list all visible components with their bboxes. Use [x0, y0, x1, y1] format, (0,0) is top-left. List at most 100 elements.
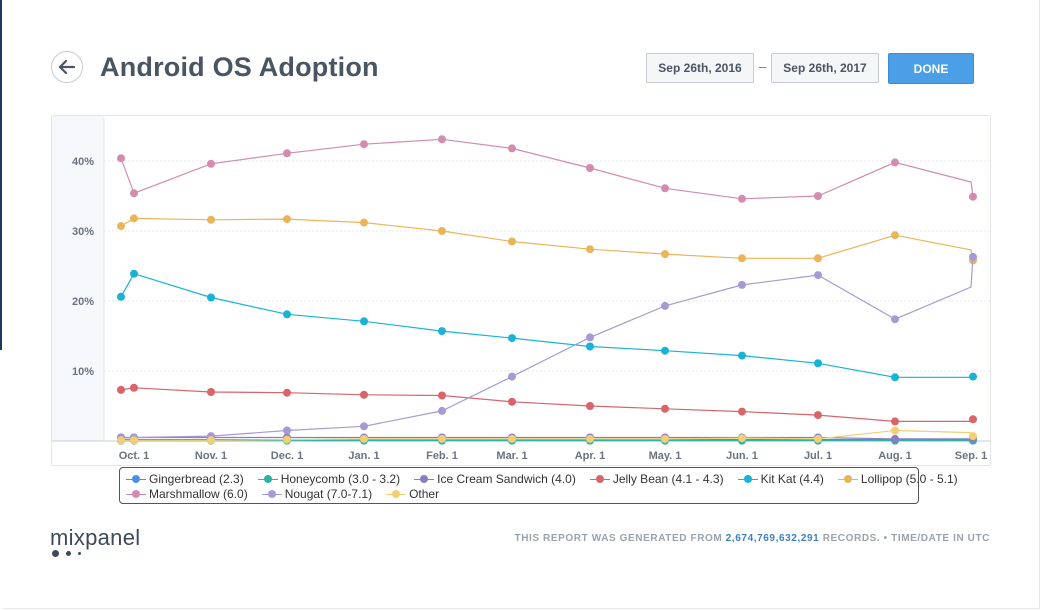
data-point: [891, 373, 899, 382]
back-button[interactable]: [51, 51, 83, 83]
data-point: [814, 254, 822, 263]
record-count: 2,674,769,632,291: [725, 533, 820, 544]
x-tick-label: Apr. 1: [575, 450, 606, 462]
done-button[interactable]: DONE: [888, 53, 974, 84]
y-axis-band: [52, 116, 104, 441]
data-point: [738, 434, 746, 443]
data-point: [738, 407, 746, 416]
data-point: [438, 391, 446, 400]
series-line: [121, 436, 973, 440]
legend-marker-icon: [414, 473, 435, 485]
data-point: [283, 149, 291, 158]
legend-marker-icon: [737, 473, 758, 485]
data-point: [283, 388, 291, 397]
data-point: [891, 434, 899, 443]
data-point: [814, 271, 822, 280]
data-point: [738, 351, 746, 360]
data-point: [117, 154, 125, 163]
end-date-button[interactable]: Sep 26th, 2017: [771, 53, 879, 83]
legend-marker-icon: [837, 473, 858, 485]
data-point: [586, 342, 594, 351]
x-tick-label: May. 1: [649, 450, 682, 462]
data-point: [508, 334, 516, 343]
logo-dots: [52, 550, 88, 557]
data-point: [360, 317, 368, 326]
data-point: [117, 436, 125, 445]
data-point: [283, 215, 291, 224]
legend-item[interactable]: Honeycomb (3.0 - 3.2): [257, 471, 401, 486]
legend-label: Lollipop (5.0 - 5.1): [860, 471, 958, 486]
legend-item[interactable]: Jelly Bean (4.1 - 4.3): [589, 472, 724, 486]
series-line: [121, 429, 974, 441]
data-point: [283, 310, 291, 319]
data-point: [360, 434, 368, 443]
legend-row: Gingerbread (2.3) Honeycomb (3.0 - 3.2) Ic…: [126, 471, 958, 486]
start-date-button[interactable]: Sep 26th, 2016: [646, 53, 754, 83]
data-point: [661, 250, 669, 259]
x-tick-label: Sep. 1: [955, 450, 987, 462]
data-point: [891, 315, 899, 324]
arrow-left-icon: [59, 60, 75, 74]
data-point: [508, 144, 516, 153]
legend-label: Ice Cream Sandwich (4.0): [437, 471, 576, 486]
data-point: [438, 135, 446, 144]
data-point: [130, 383, 138, 392]
y-tick-label: 30%: [72, 226, 94, 238]
legend-item[interactable]: Lollipop (5.0 - 5.1): [837, 471, 958, 486]
mixpanel-logo: mixpanel: [50, 525, 141, 557]
data-point: [814, 359, 822, 368]
x-tick-label: Oct. 1: [119, 450, 150, 462]
data-point: [130, 436, 138, 445]
y-tick-label: 10%: [72, 366, 94, 378]
data-point: [130, 189, 138, 198]
page-title: Android OS Adoption: [100, 52, 379, 82]
y-tick-label: 20%: [72, 296, 94, 308]
data-point: [207, 388, 215, 396]
data-point: [508, 434, 516, 443]
x-tick-label: Dec. 1: [271, 450, 303, 462]
data-point: [130, 214, 138, 223]
legend-item[interactable]: Ice Cream Sandwich (4.0): [414, 472, 576, 486]
data-point: [586, 245, 594, 254]
data-point: [360, 218, 368, 227]
data-point: [969, 415, 977, 424]
line-chart: 10% 20% 30% 40% Oct. 1 Nov. 1 Dec. 1 Jan. 1 Feb.…: [52, 116, 990, 462]
data-point: [891, 231, 899, 240]
data-point: [586, 333, 594, 342]
data-point: [207, 159, 215, 168]
data-point: [438, 434, 446, 443]
data-point: [360, 422, 368, 431]
series-line: [120, 272, 974, 378]
legend-label: Honeycomb (3.0 - 3.2): [280, 471, 401, 486]
legend-item[interactable]: Nougat (7.0-7.1): [261, 487, 372, 501]
date-range-separator: –: [759, 59, 767, 74]
data-point: [207, 215, 215, 224]
data-point: [661, 184, 669, 193]
data-point: [438, 406, 446, 415]
x-tick-label: Jan. 1: [348, 450, 379, 462]
data-point: [508, 237, 516, 246]
legend-marker-icon: [589, 473, 610, 485]
legend-label: Kit Kat (4.4): [760, 471, 824, 486]
x-tick-label: Mar. 1: [496, 450, 527, 462]
data-point: [891, 417, 899, 426]
data-point: [586, 434, 594, 443]
logo-wordmark: mixpanel: [50, 525, 141, 550]
legend-label: Marshmallow (6.0): [149, 486, 248, 501]
legend-item[interactable]: Marshmallow (6.0): [126, 487, 248, 501]
legend-item[interactable]: Kit Kat (4.4): [737, 471, 824, 486]
legend-item[interactable]: Gingerbread (2.3): [126, 472, 244, 486]
data-point: [283, 435, 291, 444]
chart-panel: 10% 20% 30% 40% Oct. 1 Nov. 1 Dec. 1 Jan. 1 Feb.…: [51, 115, 991, 466]
series-line: [120, 256, 974, 439]
data-point: [969, 372, 977, 381]
legend-label: Gingerbread (2.3): [149, 471, 244, 486]
x-tick-label: Feb. 1: [426, 450, 458, 462]
legend-marker-icon: [261, 488, 282, 500]
data-point: [207, 436, 215, 445]
data-point: [814, 434, 822, 443]
legend-item[interactable]: Other: [386, 487, 439, 501]
footer-note-suffix: RECORDS. • TIME/DATE IN UTC: [819, 533, 990, 544]
data-point: [661, 434, 669, 443]
